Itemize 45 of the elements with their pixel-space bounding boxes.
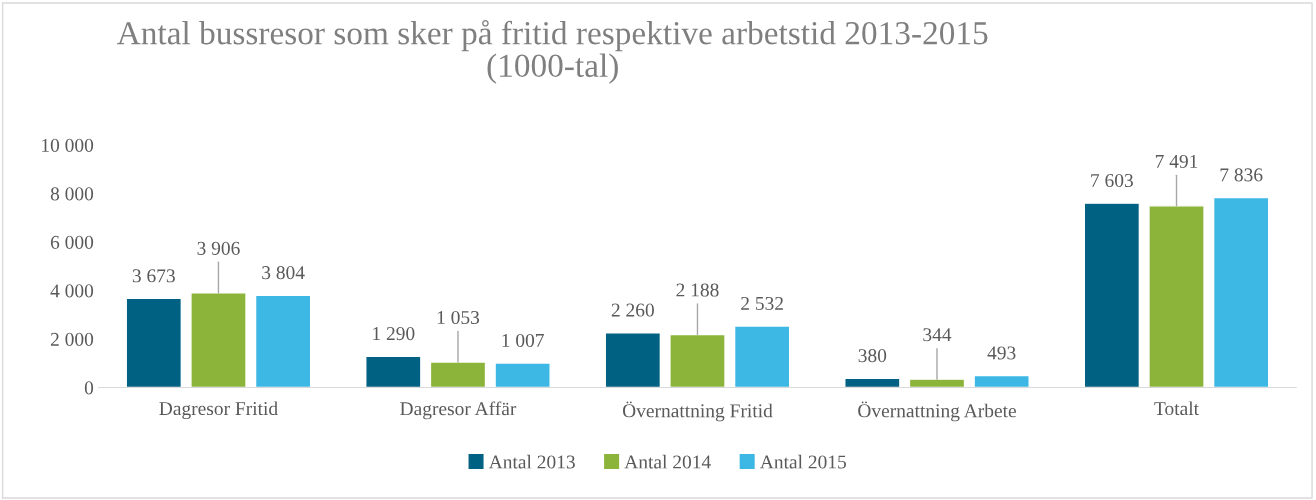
bar xyxy=(1083,202,1141,388)
data-label: 7 603 xyxy=(1091,173,1133,188)
data-label: 7 491 xyxy=(1155,154,1198,168)
legend-label: Antal 2014 xyxy=(624,454,711,469)
x-tick-label: Övernattning Arbete xyxy=(858,401,1016,422)
bar xyxy=(365,355,422,388)
legend-label: Antal 2015 xyxy=(760,454,846,469)
bar xyxy=(125,297,183,388)
bar xyxy=(254,294,312,388)
data-label: 1 290 xyxy=(373,327,415,341)
data-label: 493 xyxy=(987,346,1016,360)
bar xyxy=(973,374,1030,388)
bar xyxy=(494,362,551,388)
data-label: 3 673 xyxy=(132,269,175,283)
y-tick-label: 10 000 xyxy=(42,138,94,152)
data-label: 3 906 xyxy=(197,241,240,255)
data-label: 3 804 xyxy=(262,266,305,280)
x-tick-label: Övernattning Fritid xyxy=(622,401,773,422)
bar xyxy=(669,333,726,388)
bar xyxy=(429,361,487,388)
bar xyxy=(733,325,791,388)
data-label: 7 836 xyxy=(1220,168,1263,182)
bar xyxy=(844,377,901,388)
data-label: 2 260 xyxy=(611,303,654,317)
data-label: 1 007 xyxy=(502,333,544,348)
data-label: 2 532 xyxy=(741,296,783,311)
chart-title: Antal bussresor som sker på fritid respektive arbetstid 2013-2015 (1000-tal) xyxy=(117,20,988,84)
bar xyxy=(190,292,247,388)
y-tick-label: 2 000 xyxy=(50,332,94,346)
data-label: 344 xyxy=(923,328,952,342)
y-tick-label: 4 000 xyxy=(50,284,94,298)
data-label: 2 188 xyxy=(676,283,719,297)
data-label: 1 053 xyxy=(437,310,480,325)
bar xyxy=(1212,196,1270,388)
bar xyxy=(604,331,662,388)
y-tick-label: 6 000 xyxy=(50,235,94,249)
data-label: 380 xyxy=(858,349,887,363)
legend-label: Antal 2013 xyxy=(488,454,575,469)
x-tick-label: Totalt xyxy=(1154,401,1199,416)
y-tick-label: 8 000 xyxy=(50,187,94,201)
y-tick-label: 0 xyxy=(84,381,94,395)
x-tick-label: Dagresor Fritid xyxy=(159,401,278,420)
x-tick-label: Dagresor Affär xyxy=(400,401,517,420)
bar xyxy=(1148,205,1205,388)
bar xyxy=(908,378,966,388)
